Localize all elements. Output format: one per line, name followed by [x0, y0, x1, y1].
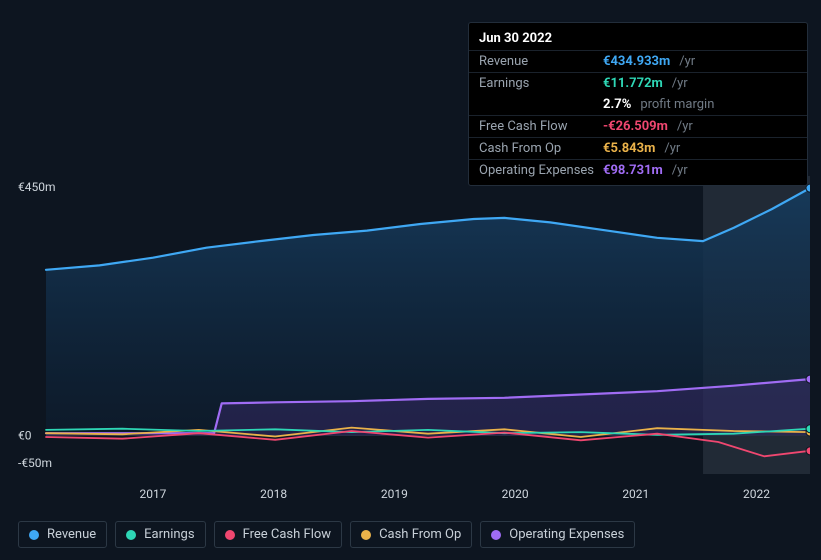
tooltip-row-label: Operating Expenses — [479, 163, 597, 178]
tooltip-row-value: -€26.509m — [603, 119, 668, 134]
legend-item[interactable]: Operating Expenses — [480, 521, 635, 548]
tooltip-row: Revenue €434.933m/yr — [469, 50, 807, 72]
tooltip-row: 2.7% profit margin — [469, 94, 807, 115]
legend-dot-icon — [361, 530, 371, 540]
tooltip-row-value: €434.933m — [603, 54, 670, 69]
legend-item[interactable]: Free Cash Flow — [214, 521, 342, 548]
chart-tooltip: Jun 30 2022 Revenue €434.933m/yr Earnings €… — [468, 22, 808, 186]
tooltip-row-suffix: /yr — [679, 54, 695, 69]
legend-item[interactable]: Revenue — [18, 521, 107, 548]
y-axis-label: €450m — [18, 180, 56, 194]
legend-item[interactable]: Cash From Op — [350, 521, 472, 548]
tooltip-row-suffix: /yr — [664, 141, 680, 156]
tooltip-row-label: Free Cash Flow — [479, 119, 597, 134]
page: Jun 30 2022 Revenue €434.933m/yr Earnings €… — [0, 0, 821, 560]
tooltip-row-label: Revenue — [479, 54, 597, 69]
tooltip-row-suffix: /yr — [672, 76, 688, 91]
tooltip-row-suffix: /yr — [677, 119, 693, 134]
tooltip-rows: Revenue €434.933m/yr Earnings €11.772m/yr 2.… — [469, 50, 807, 181]
tooltip-row: Cash From Op €5.843m/yr — [469, 137, 807, 159]
tooltip-row-label: Earnings — [479, 76, 597, 91]
legend-label: Earnings — [144, 527, 194, 542]
tooltip-row-value: €5.843m — [603, 141, 655, 156]
x-axis-label: 2022 — [743, 487, 770, 501]
legend-label: Operating Expenses — [509, 527, 624, 542]
legend-dot-icon — [225, 530, 235, 540]
tooltip-row: Earnings €11.772m/yr — [469, 72, 807, 94]
tooltip-row: Operating Expenses €98.731m/yr — [469, 159, 807, 181]
y-axis-label: €0 — [18, 428, 32, 442]
y-axis-label: -€50m — [18, 456, 52, 470]
legend-label: Revenue — [47, 527, 96, 542]
x-axis-label: 2017 — [139, 487, 166, 501]
x-axis-label: 2018 — [260, 487, 287, 501]
tooltip-row-value: €11.772m — [603, 76, 663, 91]
legend-dot-icon — [29, 530, 39, 540]
chart-svg: €450m €0 -€50m 2017 2018 2019 2020 2021 2022 — [18, 160, 810, 518]
x-axis-label: 2020 — [502, 487, 529, 501]
tooltip-row-value: 2.7% — [603, 97, 631, 112]
tooltip-row-value: €98.731m — [603, 163, 663, 178]
tooltip-row: Free Cash Flow -€26.509m/yr — [469, 115, 807, 137]
tooltip-row-label: Cash From Op — [479, 141, 597, 156]
legend: Revenue Earnings Free Cash Flow Cash From O… — [18, 521, 635, 548]
legend-label: Cash From Op — [379, 527, 461, 542]
legend-dot-icon — [491, 530, 501, 540]
x-axis-label: 2019 — [381, 487, 408, 501]
x-axis-label: 2021 — [622, 487, 649, 501]
tooltip-row-suffix: profit margin — [640, 97, 714, 112]
legend-label: Free Cash Flow — [243, 527, 331, 542]
legend-item[interactable]: Earnings — [115, 521, 205, 548]
legend-dot-icon — [126, 530, 136, 540]
financial-chart[interactable]: €450m €0 -€50m 2017 2018 2019 2020 2021 2022 — [18, 160, 810, 510]
tooltip-date: Jun 30 2022 — [469, 27, 807, 50]
tooltip-row-suffix: /yr — [672, 163, 688, 178]
